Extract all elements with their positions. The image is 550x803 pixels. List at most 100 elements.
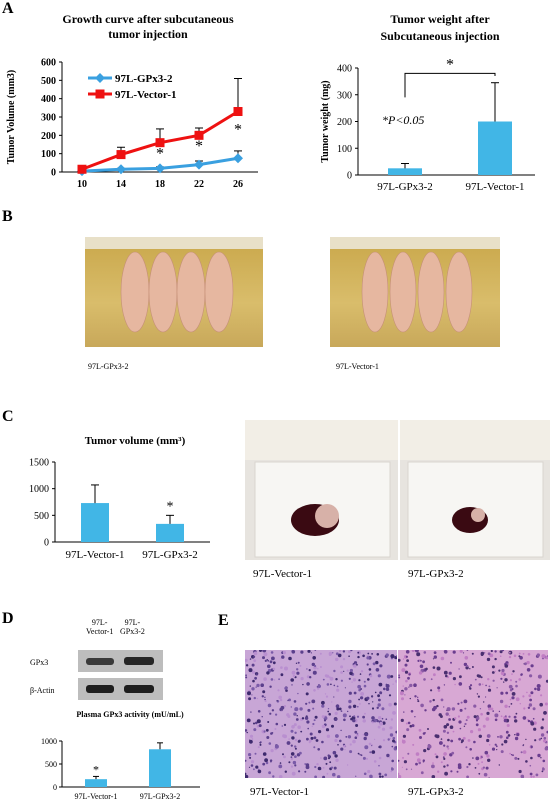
tumor-weight-chart: Tumor weight after Subcutaneous injection… [320, 12, 535, 193]
cell-nucleus [513, 715, 517, 719]
cell-nucleus [509, 679, 512, 682]
x-tick-label: 10 [77, 179, 87, 190]
cell-nucleus [386, 753, 390, 758]
cell-nucleus [334, 711, 338, 715]
cell-nucleus [366, 757, 368, 760]
cell-nucleus [317, 668, 319, 670]
cell-nucleus [248, 753, 252, 757]
cell-nucleus [404, 670, 409, 674]
cell-nucleus [512, 754, 514, 757]
cell-nucleus [541, 718, 545, 721]
cell-nucleus [538, 738, 541, 741]
cell-nucleus [412, 743, 415, 746]
cell-nucleus [508, 715, 511, 718]
cell-nucleus [398, 774, 402, 778]
cell-nucleus [287, 715, 291, 718]
cell-nucleus [408, 686, 410, 688]
x-tick-label: 97L-GPx3-2 [377, 181, 433, 193]
cell-nucleus [355, 724, 359, 727]
cell-nucleus [306, 668, 308, 670]
cell-nucleus [485, 684, 487, 687]
cell-nucleus [529, 674, 533, 678]
cell-nucleus [422, 660, 425, 664]
cell-nucleus [333, 684, 336, 687]
cell-nucleus [274, 728, 277, 730]
cell-nucleus [278, 695, 282, 700]
cell-nucleus [269, 712, 272, 715]
cell-nucleus [267, 664, 271, 669]
cell-nucleus [360, 688, 363, 690]
cell-nucleus [330, 683, 332, 686]
cell-nucleus [518, 769, 522, 774]
cell-nucleus [434, 734, 438, 738]
cell-nucleus [463, 662, 468, 667]
cell-nucleus [345, 736, 348, 738]
cell-nucleus [532, 717, 535, 720]
cell-nucleus [528, 694, 532, 698]
cell-nucleus [342, 657, 346, 661]
cell-nucleus [290, 752, 295, 756]
cell-nucleus [284, 686, 288, 690]
cell-nucleus [503, 681, 505, 683]
cell-nucleus [443, 725, 448, 729]
cell-nucleus [423, 651, 427, 654]
cell-nucleus [407, 721, 411, 725]
cell-nucleus [324, 674, 328, 678]
cell-nucleus [348, 699, 352, 704]
cell-nucleus [272, 775, 275, 778]
cell-nucleus [510, 703, 513, 705]
cell-nucleus [263, 652, 268, 657]
cell-nucleus [246, 731, 248, 734]
cell-nucleus [357, 752, 360, 755]
cell-nucleus [488, 777, 490, 778]
cell-nucleus [478, 734, 482, 738]
chart-title-line2: Subcutaneous injection [380, 29, 499, 43]
cell-nucleus [266, 671, 270, 675]
cell-nucleus [253, 696, 256, 700]
cell-nucleus [481, 683, 484, 686]
cell-nucleus [419, 659, 421, 661]
y-tick-label: 500 [45, 760, 57, 769]
cell-nucleus [491, 671, 495, 674]
cell-nucleus [509, 752, 511, 755]
caption-b-right: 97L-Vector-1 [336, 362, 379, 371]
cell-nucleus [331, 701, 333, 703]
data-point [194, 159, 204, 170]
cell-nucleus [297, 740, 301, 743]
cell-nucleus [262, 690, 266, 694]
cell-nucleus [249, 756, 252, 759]
y-tick-label: 1000 [41, 737, 57, 746]
cell-nucleus [443, 765, 446, 768]
cell-nucleus [512, 670, 515, 673]
cell-nucleus [410, 768, 413, 770]
cell-nucleus [291, 725, 295, 729]
cell-nucleus [404, 687, 408, 691]
x-tick-label: 97L-Vector-1 [465, 181, 524, 193]
cell-nucleus [411, 724, 415, 728]
cell-nucleus [353, 664, 357, 668]
cell-nucleus [256, 719, 261, 724]
cell-nucleus [416, 652, 421, 657]
cell-nucleus [335, 758, 339, 762]
cell-nucleus [331, 724, 334, 728]
cell-nucleus [248, 766, 251, 768]
cell-nucleus [347, 735, 352, 739]
cell-nucleus [379, 775, 382, 778]
cell-nucleus [290, 706, 292, 708]
cell-nucleus [501, 743, 504, 746]
cell-nucleus [337, 775, 341, 778]
cell-nucleus [519, 703, 521, 705]
cell-nucleus [463, 699, 468, 704]
cell-nucleus [290, 765, 294, 768]
cell-nucleus [295, 662, 298, 664]
cell-nucleus [442, 729, 446, 733]
y-tick-label: 1000 [29, 484, 49, 495]
cell-nucleus [350, 717, 353, 721]
cell-nucleus [362, 715, 365, 719]
cell-nucleus [260, 683, 264, 687]
cell-nucleus [448, 671, 452, 675]
x-tick-label: 97L-Vector-1 [75, 792, 118, 801]
cell-nucleus [376, 706, 379, 709]
cell-nucleus [500, 677, 503, 680]
